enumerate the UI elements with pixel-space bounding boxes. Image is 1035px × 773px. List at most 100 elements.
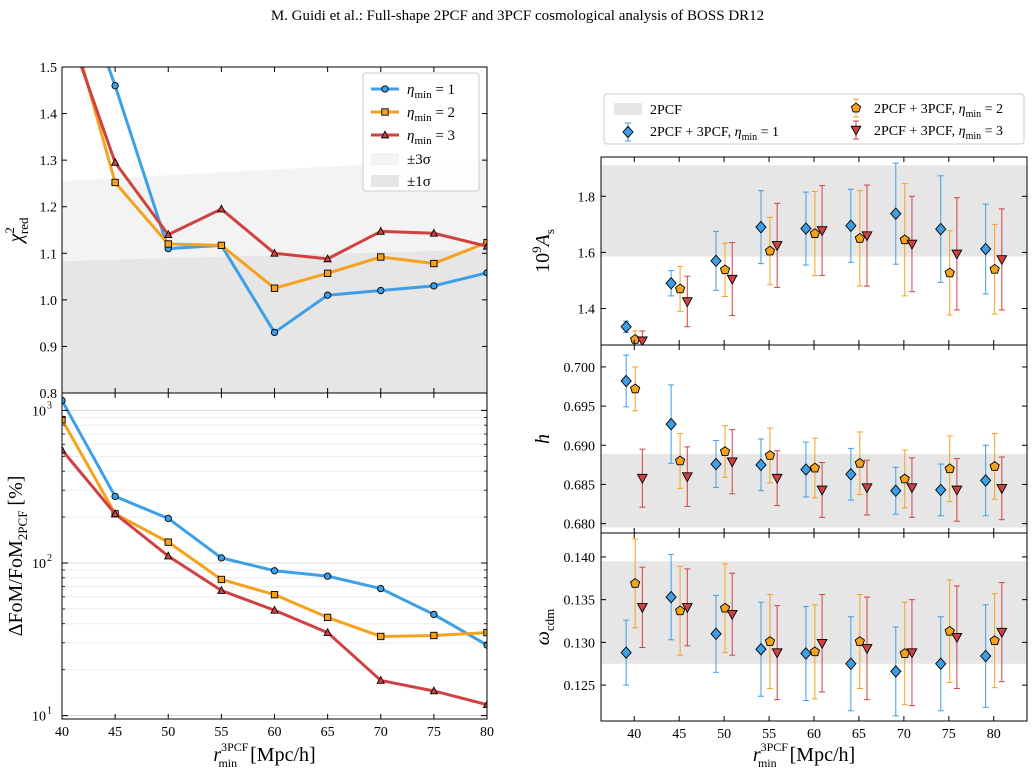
wcdm-xtick-label: 50	[717, 727, 731, 742]
h-ylabel: h	[532, 434, 554, 444]
wcdm-point-2-55	[764, 636, 776, 646]
fom-point-2-70	[377, 632, 385, 641]
h-point-2-55	[764, 450, 776, 460]
chi2-point-2-75	[430, 259, 438, 268]
fom-point-3-55	[217, 585, 226, 594]
fom-ytick-label: 10	[32, 710, 46, 725]
chi2-legend-swatch-1	[371, 153, 399, 165]
wcdm-point-2-75	[944, 625, 955, 636]
fom-xtick-label: 75	[427, 725, 441, 740]
wcdm-point-1-50	[710, 627, 722, 641]
chi2-ylabel: χ2red	[2, 217, 31, 244]
chi2-point-3-65	[323, 254, 332, 263]
As-point-2-70	[899, 234, 910, 245]
wcdm-xtick-label: 55	[762, 727, 776, 742]
chi2-point-1-60	[270, 328, 279, 337]
h-plot-area	[601, 354, 1027, 528]
fom-series-line-2	[62, 418, 487, 638]
chi2-point-2-65	[323, 269, 332, 277]
chi2-legend-marker-3	[380, 130, 390, 139]
wcdm-ytick-label: 0.140	[564, 551, 596, 566]
As-point-2-65	[854, 232, 865, 243]
chi2-point-3-45	[110, 157, 120, 166]
fom-xtick-label: 40	[55, 725, 69, 740]
right-legend-label-2: 2PCF + 3PCF, ηmin = 2	[874, 102, 1003, 120]
wcdm-point-2-80	[989, 635, 1000, 646]
wcdm-xtick-label: 45	[672, 727, 686, 742]
fom-point-1-75	[430, 610, 438, 619]
wcdm-point-1-75	[935, 657, 947, 671]
As-ytick-label: 1.6	[578, 246, 596, 261]
As-point-1-80	[980, 242, 992, 256]
wcdm-plot-area	[601, 538, 1027, 717]
As-point-3-50	[726, 274, 738, 286]
chi2-point-3-80	[482, 241, 487, 250]
as-panel: 1.4 1.6 1.8 109As	[529, 156, 1028, 346]
chi2-point-1-65	[323, 291, 332, 299]
As-ylabel: 109As	[529, 229, 557, 273]
chi2-point-1-75	[430, 282, 438, 290]
h-point-1-40	[620, 374, 632, 388]
h-point-3-40	[636, 473, 648, 485]
wcdm-ylabel: ωcdm	[532, 609, 557, 646]
As-point-3-80	[996, 255, 1008, 266]
As-point-3-70	[906, 239, 918, 250]
fom-point-1-40	[62, 396, 66, 405]
wcdm-xtick-label: 60	[807, 727, 821, 742]
chi2-ytick-label: 1.3	[40, 154, 58, 169]
As-point-1-40	[620, 320, 632, 334]
right-legend-label-3: 2PCF + 3PCF, ηmin = 3	[874, 124, 1003, 142]
chi2-point-1-45	[111, 81, 119, 90]
right-legend-marker-1	[622, 125, 634, 139]
wcdm-point-3-45	[681, 603, 693, 614]
chi2-point-3-60	[270, 248, 279, 257]
h-point-1-80	[980, 474, 992, 487]
chi2-point-3-50	[163, 229, 173, 238]
chi2-ytick-label: 1.1	[40, 247, 58, 262]
chi2-ytick-label: 1.0	[40, 294, 58, 309]
chi2-point-3-40	[58, 7, 65, 14]
As-point-3-40	[636, 336, 648, 345]
wcdm-point-1-65	[845, 657, 857, 671]
chi2-legend-label-1: ηmin = 1	[407, 82, 455, 101]
h-point-2-75	[944, 463, 955, 474]
h-point-2-45	[674, 455, 686, 466]
As-point-3-55	[771, 241, 783, 252]
chi2-point-2-50	[164, 240, 172, 248]
wcdm-point-1-70	[890, 665, 902, 678]
wcdm-xtick-label: 75	[942, 727, 956, 742]
wcdm-point-2-50	[719, 602, 731, 613]
chi2-legend-label-3: ηmin = 3	[407, 128, 455, 147]
As-point-1-70	[890, 207, 902, 221]
fom-xtick-label: 60	[268, 725, 282, 740]
right-legend: 2PCF 2PCF + 3PCF, ηmin = 1 2PCF + 3PCF, ηm…	[603, 93, 1025, 145]
fom-ytick-label: 10	[32, 404, 46, 419]
wcdm-ytick-label: 0.130	[564, 636, 596, 651]
fom-xtick-label: 80	[480, 725, 494, 740]
page-header: M. Guidi et al.: Full-shape 2PCF and 3PC…	[270, 8, 765, 24]
right-legend-band-label: 2PCF	[650, 103, 682, 118]
fom-ylabel: ΔFoM/FoM2PCF [%]	[5, 476, 30, 637]
wcdm-point-2-45	[674, 605, 686, 616]
wcdm-xlabel: r3PCF min [Mpc/h]	[753, 740, 855, 770]
h-point-2-65	[854, 457, 865, 468]
fom-ytick-exp: 3	[47, 400, 52, 411]
right-legend-band-swatch	[614, 103, 642, 115]
chi2-band-1sigma	[62, 249, 487, 393]
chi2-point-2-60	[270, 284, 279, 292]
h-point-2-60	[809, 462, 821, 473]
fom-xtick-label: 65	[321, 725, 335, 740]
wcdm-point-1-40	[620, 646, 632, 659]
chi2-ytick-label: 0.9	[40, 340, 58, 355]
h-point-2-50	[719, 446, 731, 456]
h-point-3-65	[861, 483, 873, 494]
fom-point-3-65	[323, 627, 332, 636]
fom-point-1-60	[270, 567, 279, 575]
chi2-point-1-70	[377, 286, 385, 295]
fom-plot-area	[62, 396, 487, 717]
h-point-1-50	[710, 457, 722, 471]
h-point-2-40	[630, 383, 641, 394]
